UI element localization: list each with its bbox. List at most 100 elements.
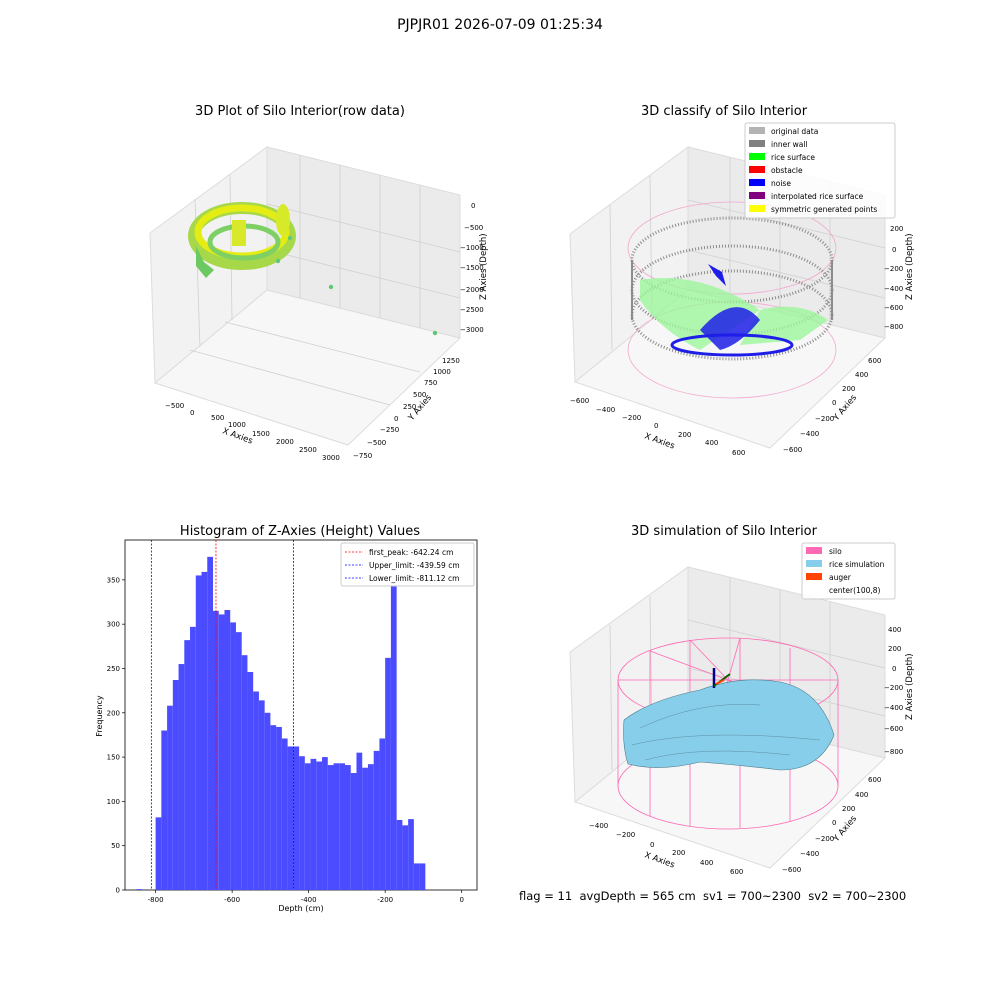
tick-label: −600 — [570, 397, 589, 405]
tick-label: 200 — [672, 849, 685, 857]
legend-label: obstacle — [771, 166, 803, 175]
histogram-bar — [218, 614, 225, 890]
tick-label: −200 — [622, 414, 641, 422]
tick-label: −1000 — [460, 244, 484, 252]
tick-label: 1000 — [433, 368, 451, 376]
histogram-bar — [136, 889, 143, 890]
tick-label: −500 — [367, 439, 386, 447]
sim-rice-surface — [623, 679, 835, 771]
tick-label: −400 — [884, 704, 903, 712]
tick-label: 1000 — [228, 421, 246, 429]
tick-label: −400 — [589, 822, 608, 830]
panel4-title: 3D simulation of Silo Interior — [631, 524, 817, 539]
histogram-bar — [350, 773, 357, 890]
outlier-point — [287, 235, 293, 241]
panel2-title: 3D classify of Silo Interior — [640, 104, 808, 119]
tick-label: −500 — [464, 224, 483, 232]
legend-label: rice surface — [771, 153, 815, 162]
histogram-bar — [201, 571, 208, 890]
histogram-bar — [304, 763, 311, 890]
tick-label: −200 — [815, 415, 834, 423]
tick-label: 1500 — [252, 430, 270, 438]
tick-label: 0 — [650, 841, 654, 849]
tick-label: 200 — [678, 431, 691, 439]
y-tick-label: 50 — [111, 842, 120, 850]
tick-label: 0 — [892, 246, 896, 254]
sim-legend: silo rice simulation auger center(100,8) — [801, 542, 896, 600]
tick-label: −600 — [782, 866, 801, 874]
histogram-bar — [408, 819, 414, 890]
histogram-legend: first_peak: -642.24 cm Upper_limit: -439… — [340, 542, 475, 587]
histogram-bar — [190, 626, 196, 890]
y-tick-label: 200 — [107, 709, 120, 717]
y-tick-label: 100 — [107, 798, 120, 806]
tick-label: −500 — [165, 402, 184, 410]
tick-label: −400 — [596, 406, 615, 414]
tick-label: −400 — [800, 850, 819, 858]
histogram-bar — [184, 640, 191, 890]
legend-label: Lower_limit: -811.12 cm — [369, 574, 459, 583]
tick-label: 600 — [868, 776, 881, 784]
y-tick-label: 0 — [116, 887, 120, 895]
histogram-bar — [230, 622, 236, 890]
tick-label: 400 — [700, 859, 713, 867]
tick-label: −400 — [884, 285, 903, 293]
histogram-bar — [287, 746, 294, 890]
tick-label: −200 — [884, 684, 903, 692]
figure-title: PJPJR01 2026-07-09 01:25:34 — [397, 17, 603, 33]
sim-auger — [712, 668, 731, 688]
histogram-bar — [161, 730, 168, 890]
x-axis-label: Depth (cm) — [278, 904, 323, 913]
tick-label: 0 — [832, 819, 836, 827]
histogram-bar — [178, 664, 185, 890]
outlier-point — [328, 284, 334, 290]
histogram-bar — [385, 657, 391, 890]
histogram-vlines — [150, 540, 294, 890]
tick-label: 0 — [394, 415, 398, 423]
tick-label: 200 — [890, 225, 903, 233]
x-tick-label: -400 — [301, 896, 317, 904]
histogram-bar — [413, 863, 420, 890]
histogram-bar — [155, 817, 162, 890]
tick-label: −2000 — [460, 286, 484, 294]
histogram-x-ticks: -800 -600 -400 -200 0 — [148, 890, 464, 904]
histogram-bar — [167, 705, 173, 890]
y-tick-label: 300 — [107, 621, 120, 629]
z-axis-label: Z Axies (Depth) — [905, 233, 915, 300]
histogram-bar — [264, 712, 271, 890]
tick-label: 400 — [705, 439, 718, 447]
histogram-bar — [258, 700, 265, 890]
y-tick-label: 350 — [107, 576, 120, 584]
histogram-bar — [310, 758, 317, 890]
tick-label: −200 — [884, 265, 903, 273]
tick-label: 200 — [842, 385, 855, 393]
tick-label: 600 — [868, 357, 881, 365]
histogram-bar — [172, 680, 179, 890]
histogram-bar — [419, 863, 426, 890]
classify-legend: original data inner wall rice surface ob… — [744, 122, 896, 219]
histogram-bar — [362, 767, 368, 890]
tick-label: −200 — [815, 835, 834, 843]
tick-label: 500 — [413, 391, 426, 399]
raw-outlier-points — [275, 235, 438, 336]
raw-gridlines — [189, 155, 461, 406]
legend-label: silo — [829, 547, 842, 556]
histogram-bar — [367, 764, 374, 890]
tick-label: 1250 — [442, 357, 460, 365]
tick-label: 750 — [424, 379, 437, 387]
tick-label: −600 — [884, 725, 903, 733]
legend-label: auger — [829, 573, 852, 582]
z-axis-label: Z Axies (Depth) — [905, 653, 915, 720]
tick-label: 0 — [832, 399, 836, 407]
raw-tick-labels: −500 0 500 1000 1500 2000 2500 3000 −750… — [165, 202, 484, 462]
status-footer: flag = 11 avgDepth = 565 cm sv1 = 700~23… — [519, 889, 907, 903]
tick-label: −600 — [783, 446, 802, 454]
histogram-bar — [379, 738, 386, 890]
tick-label: −800 — [884, 748, 903, 756]
histogram-bar — [316, 761, 323, 890]
panel3-title: Histogram of Z-Axies (Height) Values — [179, 524, 421, 539]
tick-label: −2500 — [460, 306, 484, 314]
